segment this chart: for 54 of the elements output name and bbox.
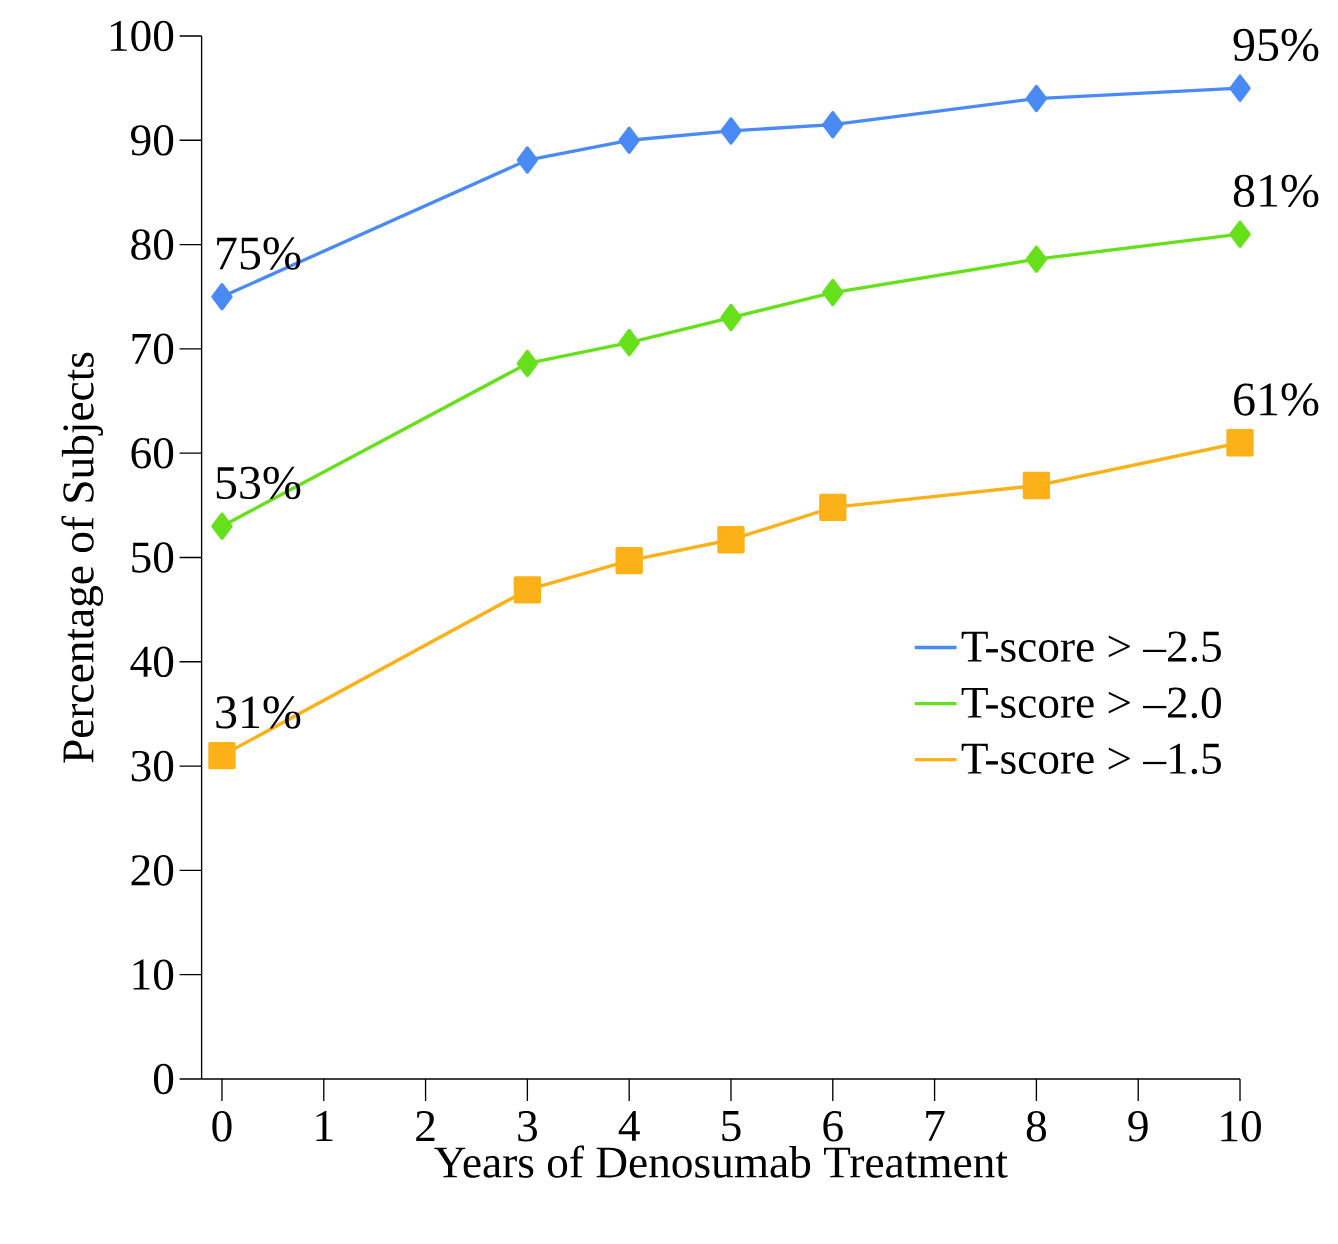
point <box>516 349 539 378</box>
point <box>513 576 542 604</box>
point <box>1229 220 1251 248</box>
point <box>822 110 844 139</box>
point <box>720 303 742 332</box>
x-tick-label: 10 <box>1221 1111 1261 1142</box>
x-tick-label: 6 <box>823 1111 843 1142</box>
x-tick-label: 8 <box>1026 1111 1046 1142</box>
x-axis-title: Years of Denosumab Treatment <box>434 1145 1008 1178</box>
y-tick-label: 30 <box>131 750 174 782</box>
x-tick-label: 0 <box>212 1111 232 1142</box>
point <box>819 493 847 522</box>
y-tick-label: 10 <box>133 959 174 990</box>
point <box>1226 429 1254 457</box>
y-tick-label: 60 <box>131 437 174 469</box>
point <box>1025 84 1048 113</box>
x-tick-label: 9 <box>1128 1111 1148 1142</box>
y-tick-label: 0 <box>153 1063 174 1095</box>
point <box>615 546 643 575</box>
point <box>618 126 640 154</box>
data-label: 61% <box>1234 383 1319 416</box>
y-tick-label: 80 <box>131 229 174 260</box>
point <box>618 328 640 357</box>
x-tick-label: 4 <box>618 1111 640 1141</box>
x-tick-label: 2 <box>416 1111 435 1142</box>
point <box>208 741 236 770</box>
point <box>720 117 742 145</box>
y-tick-label: 20 <box>131 855 174 886</box>
x-tick-label: 3 <box>518 1111 537 1142</box>
point <box>1229 74 1251 102</box>
legend-label: T-score > –1.5 <box>961 743 1221 775</box>
y-tick-label: 40 <box>130 646 174 678</box>
point <box>516 146 539 174</box>
data-label: 75% <box>217 237 301 270</box>
point <box>717 526 745 554</box>
y-tick-label: 70 <box>132 333 174 365</box>
point <box>211 283 233 311</box>
legend-label: T-score > –2.5 <box>961 631 1221 663</box>
point <box>211 512 233 540</box>
data-label: 53% <box>216 466 301 500</box>
legend-label: T-score > –2.0 <box>961 687 1221 719</box>
point <box>1022 471 1051 500</box>
y-axis-title: Percentage of Subjects <box>61 352 104 763</box>
y-tick-label: 50 <box>132 542 174 573</box>
y-tick-label: 90 <box>131 124 174 156</box>
data-label: 95% <box>1233 28 1319 62</box>
x-tick-label: 7 <box>926 1111 945 1141</box>
y-tick-label: 100 <box>110 20 174 52</box>
point <box>822 278 844 307</box>
x-tick-label: 1 <box>316 1111 333 1141</box>
x-tick-label: 5 <box>722 1111 741 1142</box>
point <box>1025 245 1048 273</box>
data-label: 31% <box>216 696 301 729</box>
data-label: 81% <box>1233 174 1319 208</box>
